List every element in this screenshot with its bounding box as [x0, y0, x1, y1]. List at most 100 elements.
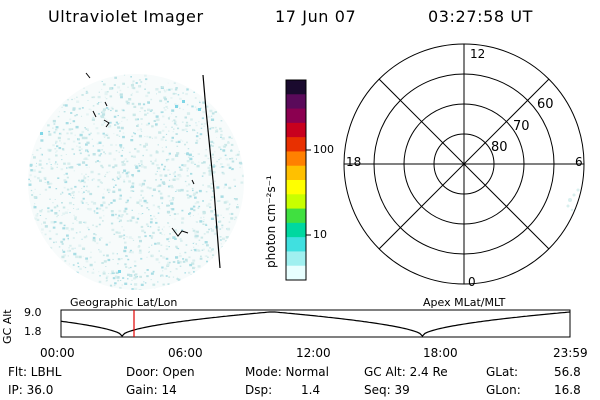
- speckle: [202, 221, 205, 223]
- speckle: [177, 247, 180, 250]
- speckle: [70, 112, 73, 114]
- speckle: [95, 225, 98, 228]
- colorbar-frame: [285, 79, 307, 281]
- speckle: [158, 90, 161, 94]
- speckle: [224, 154, 227, 157]
- speckle: [163, 107, 165, 109]
- speckle: [205, 224, 208, 226]
- speckle: [147, 91, 150, 94]
- colorbar-tick-100: 100: [313, 143, 334, 156]
- speckle: [126, 199, 129, 202]
- speckle: [64, 260, 67, 262]
- speckle: [70, 187, 73, 190]
- speckle: [72, 197, 75, 199]
- speckle: [203, 219, 205, 221]
- speckle: [81, 94, 84, 96]
- speckle: [37, 177, 40, 180]
- speckle: [67, 209, 69, 211]
- speckle: [177, 127, 180, 130]
- speckle: [165, 245, 168, 247]
- speckle: [238, 161, 242, 165]
- speckle: [83, 175, 85, 177]
- speckle: [107, 108, 110, 111]
- speckle: [155, 119, 157, 121]
- speckle: [151, 255, 154, 257]
- speckle: [214, 126, 217, 129]
- speckle: [41, 228, 44, 231]
- speckle: [218, 159, 220, 161]
- speckle: [90, 132, 92, 134]
- speckle: [192, 259, 196, 262]
- speckle: [220, 136, 222, 138]
- speckle: [104, 153, 107, 155]
- speckle: [182, 258, 185, 260]
- speckle: [213, 171, 216, 173]
- speckle: [138, 165, 141, 167]
- speckle: [214, 180, 216, 182]
- speckle: [149, 154, 153, 157]
- speckle: [223, 187, 225, 189]
- speckle: [219, 127, 222, 130]
- speckle: [131, 92, 133, 94]
- speckle: [161, 129, 165, 132]
- speckle: [178, 166, 181, 169]
- speckle: [186, 160, 190, 163]
- speckle: [194, 196, 197, 199]
- speckle: [158, 250, 160, 252]
- speckle: [181, 209, 184, 212]
- speckle: [228, 136, 231, 139]
- speckle: [144, 202, 147, 204]
- speckle: [87, 208, 89, 210]
- speckle: [126, 220, 130, 222]
- speckle: [157, 228, 160, 231]
- speckle: [56, 205, 59, 208]
- speckle: [88, 108, 91, 110]
- speckle: [83, 236, 87, 239]
- speckle: [102, 145, 104, 147]
- speckle: [124, 207, 128, 210]
- colorbar-band: [286, 251, 306, 267]
- speckle: [100, 237, 103, 239]
- speckle: [117, 115, 119, 117]
- speckle: [130, 190, 133, 192]
- speckle: [76, 100, 80, 103]
- speckle: [181, 217, 185, 220]
- speckle: [137, 245, 140, 248]
- speckle: [197, 207, 200, 209]
- speckle: [160, 244, 163, 246]
- speckle: [225, 200, 229, 203]
- colorbar-band: [286, 237, 306, 252]
- speckle: [55, 129, 58, 132]
- speckle: [192, 156, 194, 157]
- speckle: [172, 178, 176, 181]
- speckle: [123, 235, 125, 237]
- speckle: [176, 189, 178, 191]
- speckle: [210, 140, 214, 144]
- speckle: [57, 177, 60, 179]
- speckle: [196, 164, 200, 168]
- speckle: [180, 139, 182, 141]
- speckle: [131, 216, 135, 219]
- speckle: [197, 153, 200, 155]
- speckle: [36, 162, 37, 164]
- speckle-bright: [118, 270, 121, 273]
- speckle: [73, 153, 75, 155]
- speckle: [108, 203, 111, 206]
- speckle: [121, 258, 123, 260]
- speckle: [230, 149, 232, 151]
- speckle: [118, 151, 121, 153]
- speckle: [68, 201, 72, 205]
- speckle: [56, 163, 59, 165]
- speckle: [211, 153, 214, 156]
- speckle: [179, 107, 181, 109]
- speckle: [205, 149, 207, 151]
- speckle: [154, 242, 157, 245]
- speckle: [108, 241, 111, 244]
- speckle: [240, 181, 244, 184]
- speckle: [195, 243, 197, 245]
- speckle: [151, 162, 155, 165]
- speckle: [127, 273, 130, 276]
- speckle: [181, 221, 184, 224]
- speckle: [61, 148, 65, 150]
- speckle: [220, 120, 223, 122]
